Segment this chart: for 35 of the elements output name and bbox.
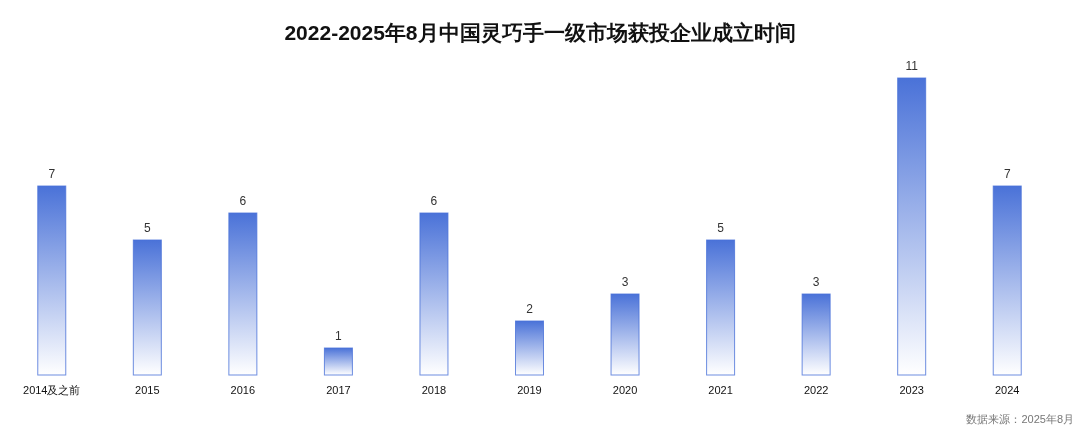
x-tick-label: 2019 [517, 384, 542, 396]
bar [515, 320, 544, 376]
x-tick-label: 2016 [230, 384, 256, 396]
x-tick-label: 2018 [421, 384, 447, 396]
bar [228, 212, 258, 376]
bar [419, 212, 449, 376]
data-label: 1 [335, 329, 343, 343]
data-label: 11 [905, 59, 919, 73]
bar [992, 185, 1022, 376]
x-tick-label: 2022 [803, 384, 829, 396]
bar [132, 239, 162, 376]
data-label: 2 [526, 302, 534, 316]
x-tick-label: 2023 [899, 384, 924, 396]
chart-title: 2022-2025年8月中国灵巧手一级市场获投企业成立时间 [284, 21, 796, 44]
x-tick-label: 2015 [135, 384, 160, 396]
data-label: 6 [430, 194, 438, 208]
x-tick-label: 2024 [994, 384, 1020, 396]
data-label: 5 [143, 221, 151, 235]
source-note: 数据来源：2025年8月 [966, 413, 1074, 425]
data-label: 5 [717, 221, 725, 235]
bar [323, 347, 353, 376]
x-tick-label: 2017 [326, 384, 351, 396]
data-label: 3 [812, 275, 820, 289]
bar [801, 293, 831, 376]
bar [37, 185, 67, 376]
x-tick-label: 2021 [708, 384, 733, 396]
bar [706, 239, 736, 376]
bar [897, 77, 927, 376]
data-label: 6 [239, 194, 247, 208]
data-label: 7 [1003, 167, 1011, 181]
data-label: 3 [621, 275, 629, 289]
data-label: 7 [48, 167, 56, 181]
x-tick-label: 2014及之前 [23, 384, 81, 396]
bar [610, 293, 640, 376]
x-tick-label: 2020 [612, 384, 638, 396]
